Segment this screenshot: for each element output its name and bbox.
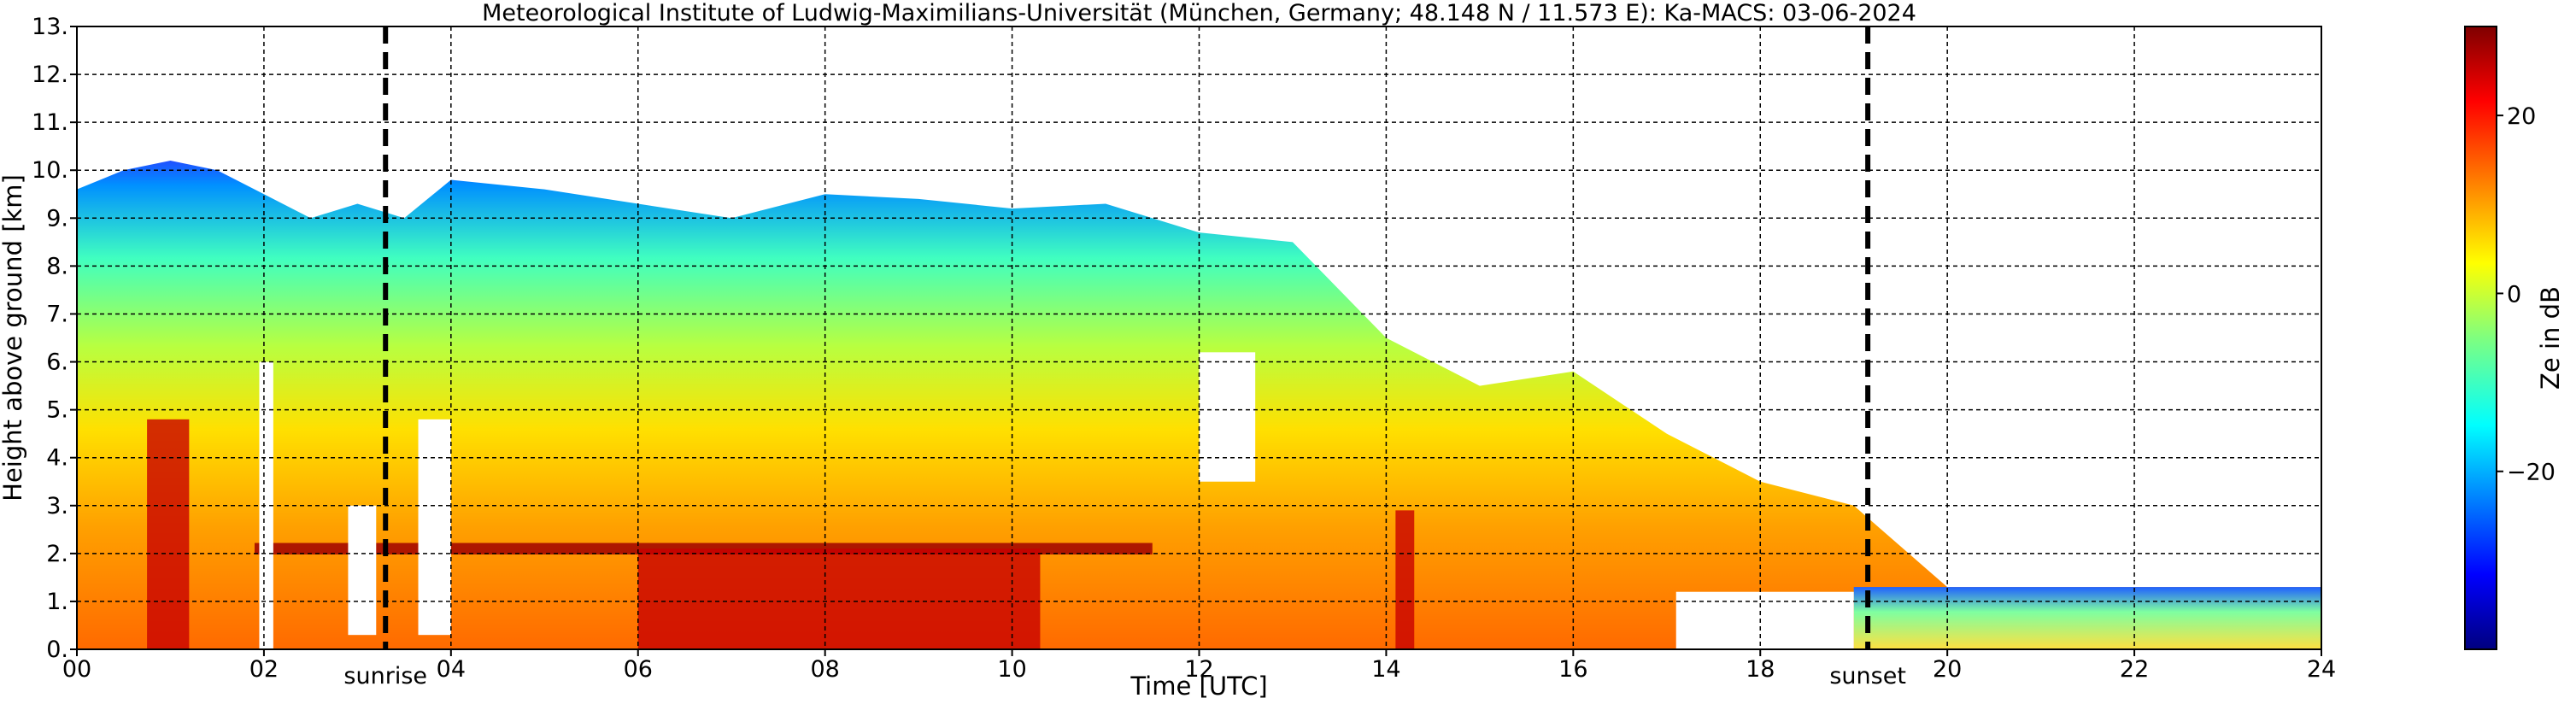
x-tick-label: 16 [1558,656,1587,683]
clear-sky-gap [1675,591,1854,649]
chart-title: Meteorological Institute of Ludwig-Maxim… [482,0,1916,26]
x-tick-label: 04 [437,656,466,683]
low-cloud-layer [1853,587,2321,649]
x-tick-label: 20 [1933,656,1962,683]
colorbar-label: Ze in dB [2536,286,2565,390]
sun-event-label: sunrise [343,663,427,689]
y-tick-label: 7. [46,301,68,327]
colorbar: 20 0 −20 [2464,26,2555,650]
intense-precip-region [147,419,190,649]
grid-lines [77,26,2321,649]
x-tick-label: 12 [1184,656,1213,683]
y-tick-label: 12. [32,62,68,88]
x-axis-title: Time [UTC] [1130,672,1267,701]
x-tick-label: 24 [2307,656,2336,683]
y-tick-label: 3. [46,493,68,519]
x-tick-label: 02 [249,656,279,683]
clear-sky-gap [418,419,451,636]
x-tick-label: 08 [810,656,839,683]
clear-sky-gap [1199,352,1256,482]
y-tick-label: 5. [46,397,68,424]
y-tick-label: 1. [46,589,68,615]
x-tick-label: 22 [2120,656,2149,683]
y-tick-label: 4. [46,445,68,472]
x-tick-label: 00 [62,656,91,683]
colorbar-scale [2464,26,2497,650]
x-tick-label: 10 [997,656,1026,683]
y-tick-label: 9. [46,205,68,232]
y-tick-label: 2. [46,541,68,567]
colorbar-tick-label: 0 [2507,281,2521,308]
y-tick-label: 13. [32,14,68,40]
clear-sky-gap [348,505,377,636]
intense-precip-region [1395,510,1415,649]
intense-precip-region [637,549,1041,649]
x-tick-label: 06 [624,656,653,683]
x-tick-label: 14 [1371,656,1400,683]
y-tick-label: 6. [46,349,68,376]
clear-sky-gap [259,361,273,649]
y-axis-title: Height above ground [km] [0,174,27,502]
axes: 00 02 04 06 08 10 12 14 16 18 20 22 24 0. 1. 2. 3. 4. 5. 6.… [32,14,2336,683]
colorbar-tick-label: −20 [2507,460,2555,486]
sun-event-lines: sunrise sunset [343,26,1906,689]
x-tick-label: 18 [1746,656,1775,683]
sun-event-label: sunset [1829,663,1906,689]
y-tick-label: 0. [46,637,68,663]
y-tick-label: 8. [46,253,68,279]
colorbar-tick-label: 20 [2507,103,2536,130]
y-tick-label: 10. [32,157,68,184]
y-tick-label: 11. [32,109,68,136]
